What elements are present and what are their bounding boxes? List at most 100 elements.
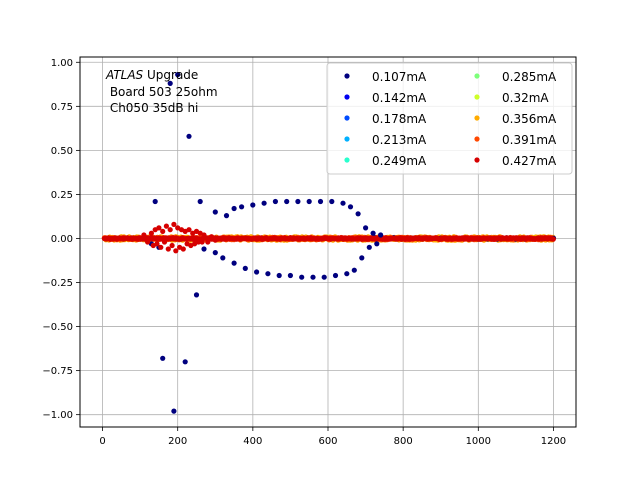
data-point: [163, 223, 169, 229]
data-point: [169, 242, 175, 249]
data-point: [173, 248, 179, 254]
data-point: [152, 198, 158, 205]
legend-marker: [344, 94, 350, 100]
legend-marker: [474, 136, 480, 142]
x-tick-label: 0: [99, 436, 105, 447]
data-point: [212, 209, 218, 215]
legend: 0.107mA 0.142mA 0.178mA 0.213mA 0.249mA 0.285…: [326, 62, 573, 175]
legend-label: 0.249mA: [372, 154, 427, 168]
data-point: [212, 237, 218, 243]
legend-marker: [344, 115, 350, 121]
x-tick-label: 800: [394, 436, 413, 447]
data-point: [321, 274, 327, 280]
legend-marker: [344, 73, 350, 79]
legend-label: 0.213mA: [372, 133, 427, 147]
data-point: [276, 272, 282, 279]
data-point: [374, 241, 380, 247]
legend-label: 0.391mA: [502, 133, 557, 147]
x-tick-label: 600: [318, 436, 337, 447]
annotation-line-3: Ch050 35dB hi: [106, 101, 198, 115]
legend-label: 0.178mA: [372, 112, 427, 126]
data-points: [141, 72, 384, 414]
y-tick-label: 0.50: [51, 146, 73, 157]
noise-band: [101, 234, 557, 243]
data-point: [171, 408, 177, 414]
y-tick-label: 1.00: [51, 58, 73, 69]
data-point: [351, 267, 357, 273]
annotation-atlas: ATLAS: [105, 68, 144, 82]
data-point: [231, 205, 237, 212]
data-point: [199, 239, 205, 245]
data-point: [287, 272, 293, 279]
y-tick-label: −0.75: [42, 366, 73, 377]
annotation-line-1: ATLAS Upgrade: [105, 68, 198, 82]
data-point: [265, 271, 271, 277]
legend-marker: [344, 136, 350, 142]
data-point: [239, 204, 245, 210]
legend-label: 0.32mA: [502, 91, 549, 105]
data-point: [332, 272, 339, 279]
legend-marker: [474, 115, 480, 121]
annotation-line-2: Board 503 25ohm: [106, 85, 218, 99]
y-tick-label: −0.50: [42, 322, 73, 333]
data-point: [272, 198, 278, 205]
data-point: [154, 241, 160, 247]
data-point: [295, 198, 301, 205]
data-point: [160, 228, 166, 234]
legend-marker: [344, 157, 350, 163]
data-point: [201, 232, 207, 238]
data-point: [201, 246, 207, 252]
data-point: [161, 239, 168, 245]
x-axis: 0 200 400 600 800 1000 1200: [99, 427, 566, 447]
data-point: [359, 255, 365, 261]
y-tick-label: 0.75: [51, 102, 73, 113]
legend-label: 0.285mA: [502, 70, 557, 84]
data-point: [378, 232, 384, 238]
legend-label: 0.427mA: [502, 154, 557, 168]
legend-label: 0.142mA: [372, 91, 427, 105]
data-point: [175, 72, 181, 78]
data-point: [205, 239, 211, 245]
x-tick-label: 200: [168, 436, 187, 447]
legend-box: [326, 62, 573, 175]
data-point: [299, 274, 305, 280]
data-point: [317, 198, 324, 205]
data-point: [208, 234, 215, 240]
data-point: [212, 250, 218, 256]
data-point: [347, 204, 354, 210]
data-point: [145, 239, 151, 245]
data-point: [182, 359, 188, 365]
data-point: [223, 213, 230, 219]
data-point: [195, 239, 201, 245]
data-point: [250, 202, 256, 208]
legend-marker: [474, 73, 480, 79]
data-point: [193, 292, 200, 298]
data-point: [186, 133, 192, 139]
data-point: [284, 198, 290, 205]
x-tick-label: 1200: [541, 436, 566, 447]
data-point: [165, 246, 171, 252]
data-point: [306, 198, 312, 205]
data-point: [363, 225, 369, 231]
data-point: [180, 246, 186, 252]
y-tick-label: −0.25: [42, 278, 73, 289]
data-point: [171, 221, 177, 227]
data-point: [231, 260, 237, 266]
data-point: [366, 244, 372, 250]
data-point: [148, 230, 154, 236]
annotation-upgrade: Upgrade: [143, 68, 198, 82]
data-point: [160, 355, 166, 361]
noise-point: [550, 236, 556, 242]
annotation: ATLAS Upgrade Board 503 25ohm Ch050 35dB…: [105, 68, 218, 115]
data-point: [310, 274, 316, 280]
data-point: [261, 200, 267, 206]
x-tick-label: 400: [243, 436, 262, 447]
data-point: [158, 244, 164, 250]
data-point: [167, 80, 173, 86]
data-point: [197, 198, 203, 205]
data-point: [220, 255, 226, 261]
data-point: [167, 227, 173, 233]
x-tick-label: 1000: [466, 436, 491, 447]
legend-marker: [474, 94, 480, 100]
